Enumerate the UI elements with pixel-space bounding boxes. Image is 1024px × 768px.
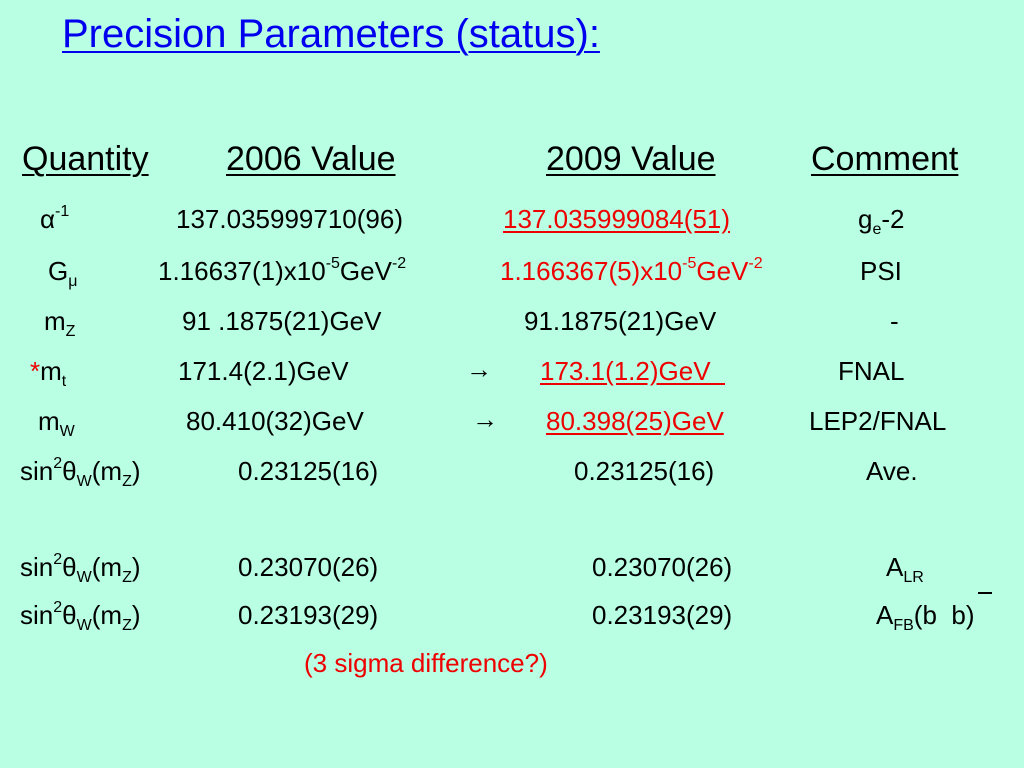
row-gmu-2009: 1.166367(5)x10-5GeV-2: [500, 255, 763, 287]
row-mw-quantity: mW: [38, 406, 75, 440]
row-mw-comment: LEP2/FNAL: [809, 406, 947, 436]
row-mz-comment: -: [890, 306, 899, 336]
row-sin2w-alr-2006: 0.23070(26): [238, 552, 379, 582]
row-gmu-2006: 1.16637(1)x10-5GeV-2: [158, 255, 407, 287]
row-sin2w-ave-2009: 0.23125(16): [574, 456, 715, 486]
row-sin2w-alr-2009: 0.23070(26): [592, 552, 733, 582]
header-quantity: Quantity: [22, 140, 149, 178]
row-gmu-quantity: Gμ: [48, 256, 78, 290]
arrow-icon: →: [466, 354, 492, 384]
row-mz-quantity: mZ: [44, 306, 76, 340]
row-mt-quantity: *mt: [30, 356, 67, 390]
row-sin2w-afb-comment: AFB(b b): [876, 600, 975, 634]
row-mz-2009: 91.1875(21)GeV: [524, 306, 717, 336]
header-comment: Comment: [811, 140, 959, 178]
header-2009-value: 2009 Value: [546, 140, 716, 178]
row-mt-2006: 171.4(2.1)GeV: [178, 356, 349, 386]
row-mt-2009: 173.1(1.2)GeV: [540, 356, 725, 386]
row-sin2w-alr-comment: ALR: [886, 552, 924, 586]
sigma-note: (3 sigma difference?): [304, 648, 548, 678]
row-sin2w-ave-comment: Ave.: [866, 456, 918, 486]
row-sin2w-afb-2006: 0.23193(29): [238, 600, 379, 630]
row-alpha-2006: 137.035999710(96): [176, 204, 403, 234]
row-sin2w-afb-quantity: sin2θW(mZ): [20, 599, 141, 634]
row-sin2w-ave-2006: 0.23125(16): [238, 456, 379, 486]
row-sin2w-ave-quantity: sin2θW(mZ): [20, 455, 141, 490]
arrow-icon: →: [472, 404, 498, 434]
row-sin2w-afb-2009: 0.23193(29): [592, 600, 733, 630]
bbar-overline: [978, 592, 992, 594]
row-mw-2009: 80.398(25)GeV: [546, 406, 724, 436]
row-alpha-quantity: α-1: [40, 203, 70, 235]
row-alpha-comment: ge-2: [858, 204, 905, 238]
row-sin2w-alr-quantity: sin2θW(mZ): [20, 551, 141, 586]
header-2006-value: 2006 Value: [226, 140, 396, 178]
row-mz-2006: 91 .1875(21)GeV: [182, 306, 382, 336]
row-gmu-comment: PSI: [860, 256, 902, 286]
row-mw-2006: 80.410(32)GeV: [186, 406, 364, 436]
page-title: Precision Parameters (status):: [62, 12, 600, 56]
row-alpha-2009: 137.035999084(51): [503, 204, 730, 234]
row-mt-comment: FNAL: [838, 356, 905, 386]
